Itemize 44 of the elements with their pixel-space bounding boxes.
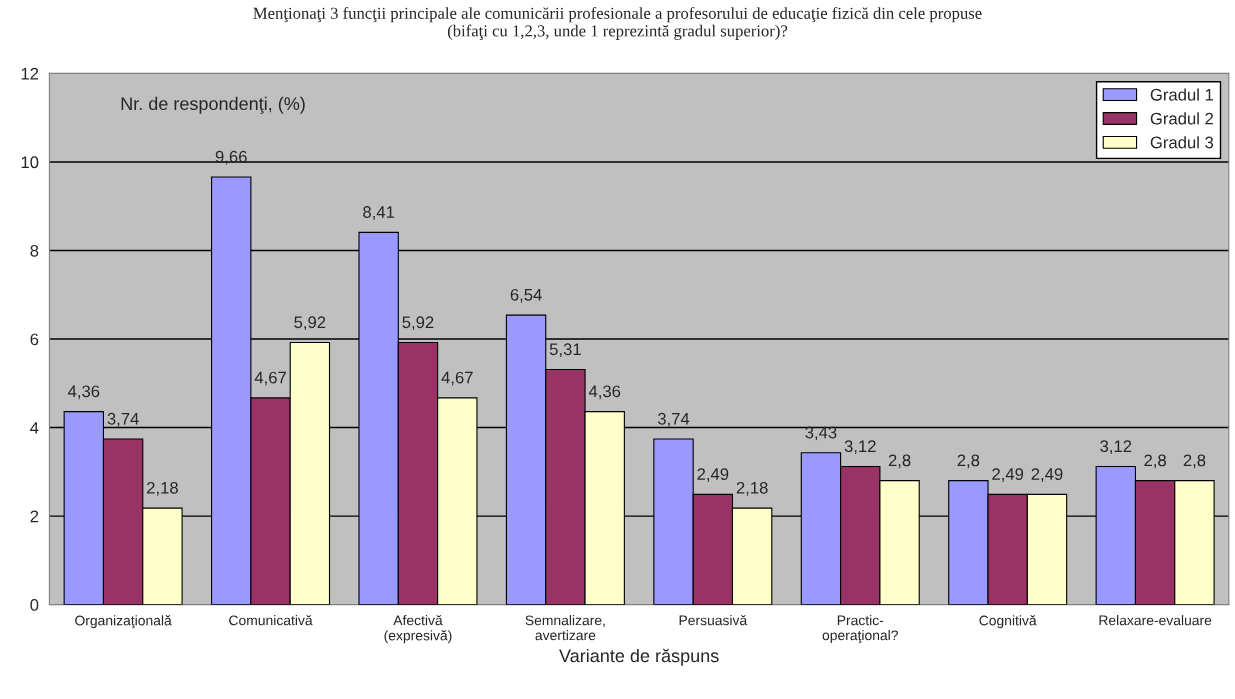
data-label: 2,8	[957, 454, 980, 469]
x-tick-label: Organizaţională	[75, 615, 172, 629]
data-label: 3,12	[844, 440, 876, 455]
y-tick-label: 8	[30, 244, 39, 257]
data-label: 3,74	[107, 412, 139, 427]
data-label: 2,18	[147, 481, 178, 496]
data-label: 2,49	[1031, 468, 1063, 482]
data-label: 4,36	[67, 385, 100, 400]
chart-title: Menţionaţi 3 funcţii principale ale comunicării profesionale a profesorului de educaţie fizică din cele propuse (bifaţi cu 1,2,3, unde 1 reprezintă gradul superior)?	[253, 6, 982, 40]
y-axis-title: Nr. de respondenţi, (%)	[121, 96, 305, 114]
data-label: 5,31	[549, 343, 581, 358]
x-tick-label: Cognitivă	[979, 615, 1037, 629]
legend-label: Gradul 1	[1150, 88, 1214, 101]
data-label: 2,49	[697, 468, 729, 482]
data-label: 2,18	[736, 481, 768, 496]
legend-label: Gradul 2	[1150, 112, 1213, 125]
data-label: 2,8	[888, 454, 911, 469]
data-label: 4,67	[254, 371, 286, 386]
y-tick-label: 6	[30, 333, 39, 346]
x-axis-title: Variante de răspuns	[559, 648, 719, 666]
data-label: 4,67	[441, 371, 473, 386]
y-tick-label: 10	[21, 156, 39, 169]
x-tick-label: Relaxare-evaluare	[1099, 615, 1212, 626]
y-tick-label: 2	[30, 510, 39, 523]
data-label: 3,43	[805, 426, 837, 441]
data-label: 2,8	[1183, 454, 1206, 469]
x-tick-label: Comunicativă	[229, 614, 313, 626]
data-label: 5,92	[402, 316, 434, 331]
y-tick-label: 0	[30, 599, 39, 611]
data-label: 5,92	[294, 316, 326, 331]
data-label: 2,8	[1144, 454, 1166, 469]
data-label: 8,41	[363, 206, 395, 220]
data-label: 2,49	[992, 468, 1024, 482]
y-tick-label: 4	[30, 422, 39, 434]
x-tick-label: Persuasivă	[679, 614, 748, 626]
x-tick-label: Semnalizare, avertizare	[525, 615, 605, 641]
data-label: 3,12	[1100, 440, 1132, 455]
data-label: 3,74	[657, 412, 690, 427]
x-tick-label: Afectivă (expresivă)	[384, 614, 452, 644]
x-tick-label: Practic- operaţional?	[822, 615, 898, 644]
data-label: 4,36	[588, 385, 621, 400]
y-tick-label: 12	[21, 67, 39, 80]
data-label: 6,54	[510, 288, 542, 303]
legend-label: Gradul 3	[1150, 136, 1214, 149]
